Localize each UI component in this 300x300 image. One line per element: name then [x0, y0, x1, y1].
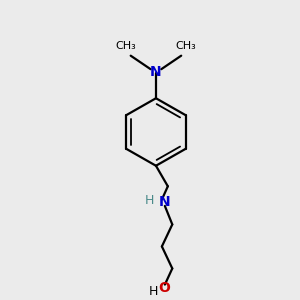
Text: CH₃: CH₃: [175, 41, 196, 51]
Text: H: H: [149, 285, 159, 298]
Text: N: N: [158, 195, 170, 208]
Text: N: N: [150, 65, 162, 79]
Text: H: H: [145, 194, 154, 207]
Text: CH₃: CH₃: [116, 41, 136, 51]
Text: O: O: [158, 281, 170, 296]
